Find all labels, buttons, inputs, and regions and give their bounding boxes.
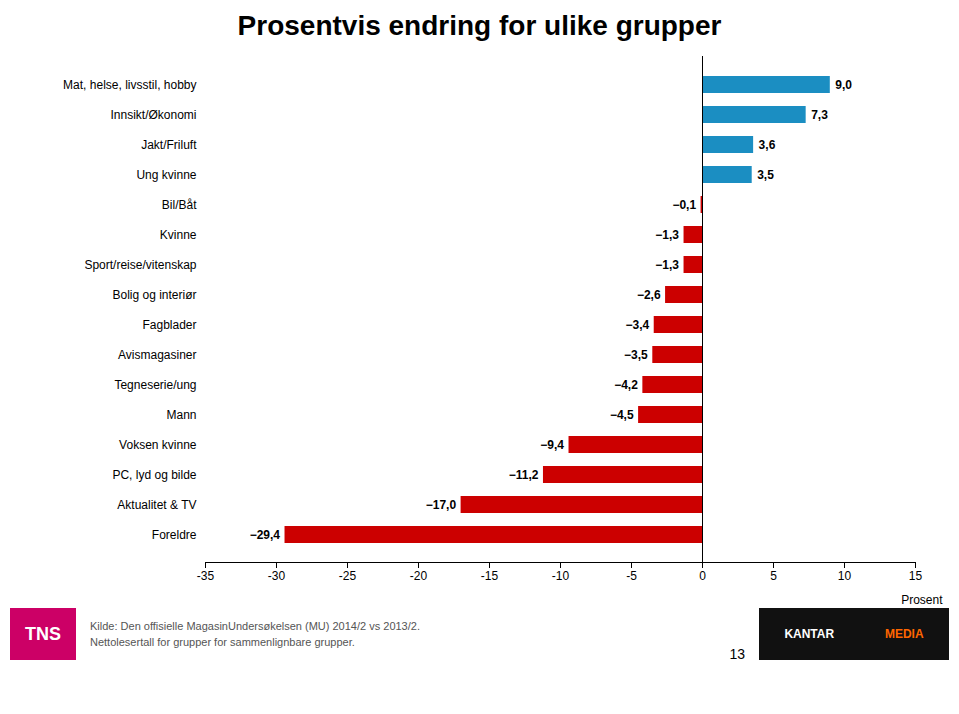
svg-text:Avismagasiner: Avismagasiner [118, 348, 196, 362]
svg-text:Mat, helse, livsstil, hobby: Mat, helse, livsstil, hobby [63, 78, 196, 92]
svg-text:PC, lyd og bilde: PC, lyd og bilde [112, 468, 196, 482]
svg-text:10: 10 [837, 569, 851, 583]
svg-text:3,5: 3,5 [757, 168, 774, 182]
svg-text:-5: -5 [626, 569, 637, 583]
svg-text:−3,4: −3,4 [625, 318, 649, 332]
svg-text:−3,5: −3,5 [624, 348, 648, 362]
html-text:KANTAR: KANTAR [784, 627, 835, 641]
svg-text:Voksen kvinne: Voksen kvinne [119, 438, 197, 452]
svg-text:Bil/Båt: Bil/Båt [161, 198, 196, 212]
svg-text:-20: -20 [409, 569, 427, 583]
svg-text:Kvinne: Kvinne [159, 228, 196, 242]
svg-text:−0,1: −0,1 [672, 198, 696, 212]
svg-text:-10: -10 [551, 569, 569, 583]
svg-text:−17,0: −17,0 [425, 498, 456, 512]
svg-text:5: 5 [770, 569, 777, 583]
html-text:MEDIA: MEDIA [884, 627, 924, 641]
svg-text:Jakt/Friluft: Jakt/Friluft [141, 138, 197, 152]
html-text:13: 13 [729, 646, 745, 662]
html-text:Nettolesertall for grupper for: Nettolesertall for grupper for sammenlig… [90, 636, 355, 648]
svg-text:−4,2: −4,2 [614, 378, 638, 392]
svg-text:−1,3: −1,3 [655, 228, 679, 242]
svg-text:-25: -25 [338, 569, 356, 583]
svg-text:9,0: 9,0 [835, 78, 852, 92]
svg-text:Bolig og interiør: Bolig og interiør [112, 288, 196, 302]
svg-text:0: 0 [699, 569, 706, 583]
svg-text:15: 15 [908, 569, 922, 583]
svg-text:7,3: 7,3 [811, 108, 828, 122]
svg-text:−9,4: −9,4 [540, 438, 564, 452]
svg-text:Ung kvinne: Ung kvinne [136, 168, 196, 182]
html-text:TNS: TNS [25, 623, 61, 644]
svg-text:Mann: Mann [166, 408, 196, 422]
svg-text:Fagblader: Fagblader [142, 318, 196, 332]
svg-text:Foreldre: Foreldre [151, 528, 196, 542]
svg-text:3,6: 3,6 [758, 138, 775, 152]
svg-text:Prosent: Prosent [901, 593, 943, 607]
svg-text:Sport/reise/vitenskap: Sport/reise/vitenskap [84, 258, 196, 272]
svg-text:−11,2: −11,2 [508, 468, 538, 482]
svg-text:-35: -35 [196, 569, 214, 583]
svg-text:Innsikt/Økonomi: Innsikt/Økonomi [110, 108, 196, 122]
svg-text:-15: -15 [480, 569, 498, 583]
html-text:Kilde: Den offisielle MagasinU: Kilde: Den offisielle MagasinUndersøkels… [90, 619, 420, 632]
svg-text:-30: -30 [267, 569, 285, 583]
svg-text:−4,5: −4,5 [609, 408, 633, 422]
svg-text:−1,3: −1,3 [655, 258, 679, 272]
svg-text:Aktualitet & TV: Aktualitet & TV [117, 498, 196, 512]
html-text:Prosentvis endring for ulike g: Prosentvis endring for ulike grupper [237, 10, 722, 41]
svg-text:−29,4: −29,4 [249, 528, 280, 542]
svg-text:Tegneserie/ung: Tegneserie/ung [114, 378, 196, 392]
svg-text:−2,6: −2,6 [636, 288, 660, 302]
